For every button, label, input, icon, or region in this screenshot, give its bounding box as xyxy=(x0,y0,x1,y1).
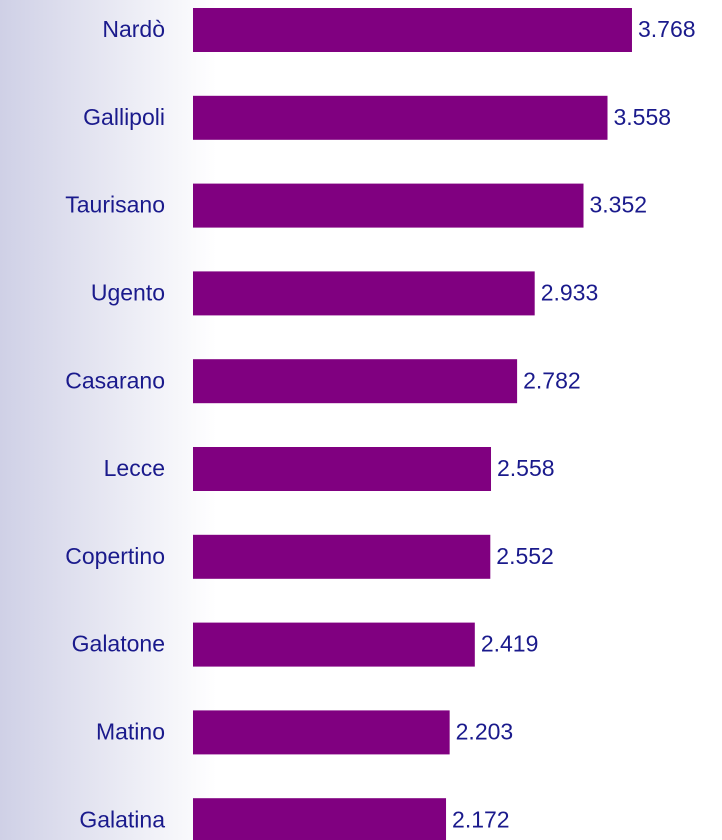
category-label: Nardò xyxy=(102,16,165,42)
value-label: 2.172 xyxy=(452,806,510,832)
category-label: Matino xyxy=(96,718,165,744)
bar xyxy=(193,359,518,404)
bar xyxy=(193,183,584,228)
bar xyxy=(193,622,475,667)
bar xyxy=(193,798,447,840)
value-label: 2.552 xyxy=(496,543,554,569)
bar xyxy=(193,710,450,755)
bar xyxy=(193,447,492,491)
category-label: Copertino xyxy=(65,543,165,569)
bar xyxy=(193,271,535,316)
category-label: Gallipoli xyxy=(83,104,165,130)
value-label: 3.558 xyxy=(614,104,672,130)
category-label: Lecce xyxy=(104,455,165,481)
bar xyxy=(193,8,632,52)
category-label: Ugento xyxy=(91,279,165,305)
value-label: 2.203 xyxy=(456,718,514,744)
value-label: 2.782 xyxy=(523,367,581,393)
bar xyxy=(193,95,608,140)
value-label: 2.933 xyxy=(541,279,599,305)
category-label: Casarano xyxy=(65,367,165,393)
value-label: 2.419 xyxy=(481,631,539,657)
value-label: 2.558 xyxy=(497,455,555,481)
value-label: 3.768 xyxy=(638,16,696,42)
value-label: 3.352 xyxy=(590,192,648,218)
category-label: Taurisano xyxy=(65,192,165,218)
category-label: Galatina xyxy=(79,806,165,832)
category-label: Galatone xyxy=(72,631,165,657)
bar xyxy=(193,534,491,579)
